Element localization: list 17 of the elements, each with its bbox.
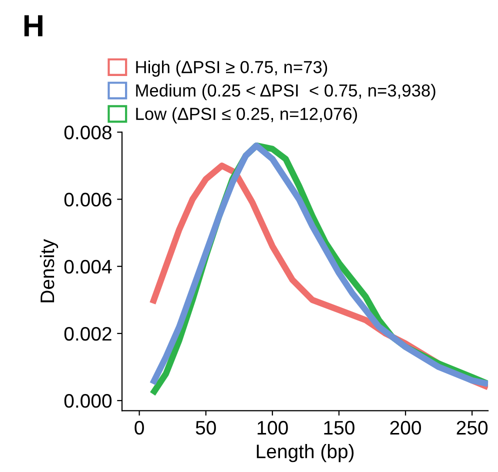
x-tick-label: 200 bbox=[390, 420, 421, 435]
y-tick-label: 0.006 bbox=[64, 192, 112, 206]
x-tick-label: 0 bbox=[134, 420, 144, 435]
text: H bbox=[24, 15, 42, 36]
y-tick-label: 0.004 bbox=[64, 260, 112, 274]
legend-label: Medium (0.25 < ΔPSI < 0.75, n=3,938) bbox=[136, 84, 436, 100]
x-tick-label: 250 bbox=[456, 420, 488, 435]
x-tick-label: 150 bbox=[324, 420, 354, 435]
x-tick-label: 50 bbox=[196, 420, 216, 435]
y-axis-title: Density bbox=[40, 239, 58, 302]
legend-label: High (ΔPSI ≥ 0.75, n=73) bbox=[136, 60, 328, 77]
y-tick-label: 0.008 bbox=[64, 126, 112, 140]
legend-label: Low (ΔPSI ≤ 0.25, n=12,076) bbox=[136, 107, 358, 124]
y-tick-label: 0.002 bbox=[64, 326, 112, 341]
x-tick-label: 100 bbox=[258, 420, 288, 435]
y-tick-label: 0.000 bbox=[64, 394, 112, 408]
x-axis-title: Length (bp) bbox=[256, 444, 354, 462]
